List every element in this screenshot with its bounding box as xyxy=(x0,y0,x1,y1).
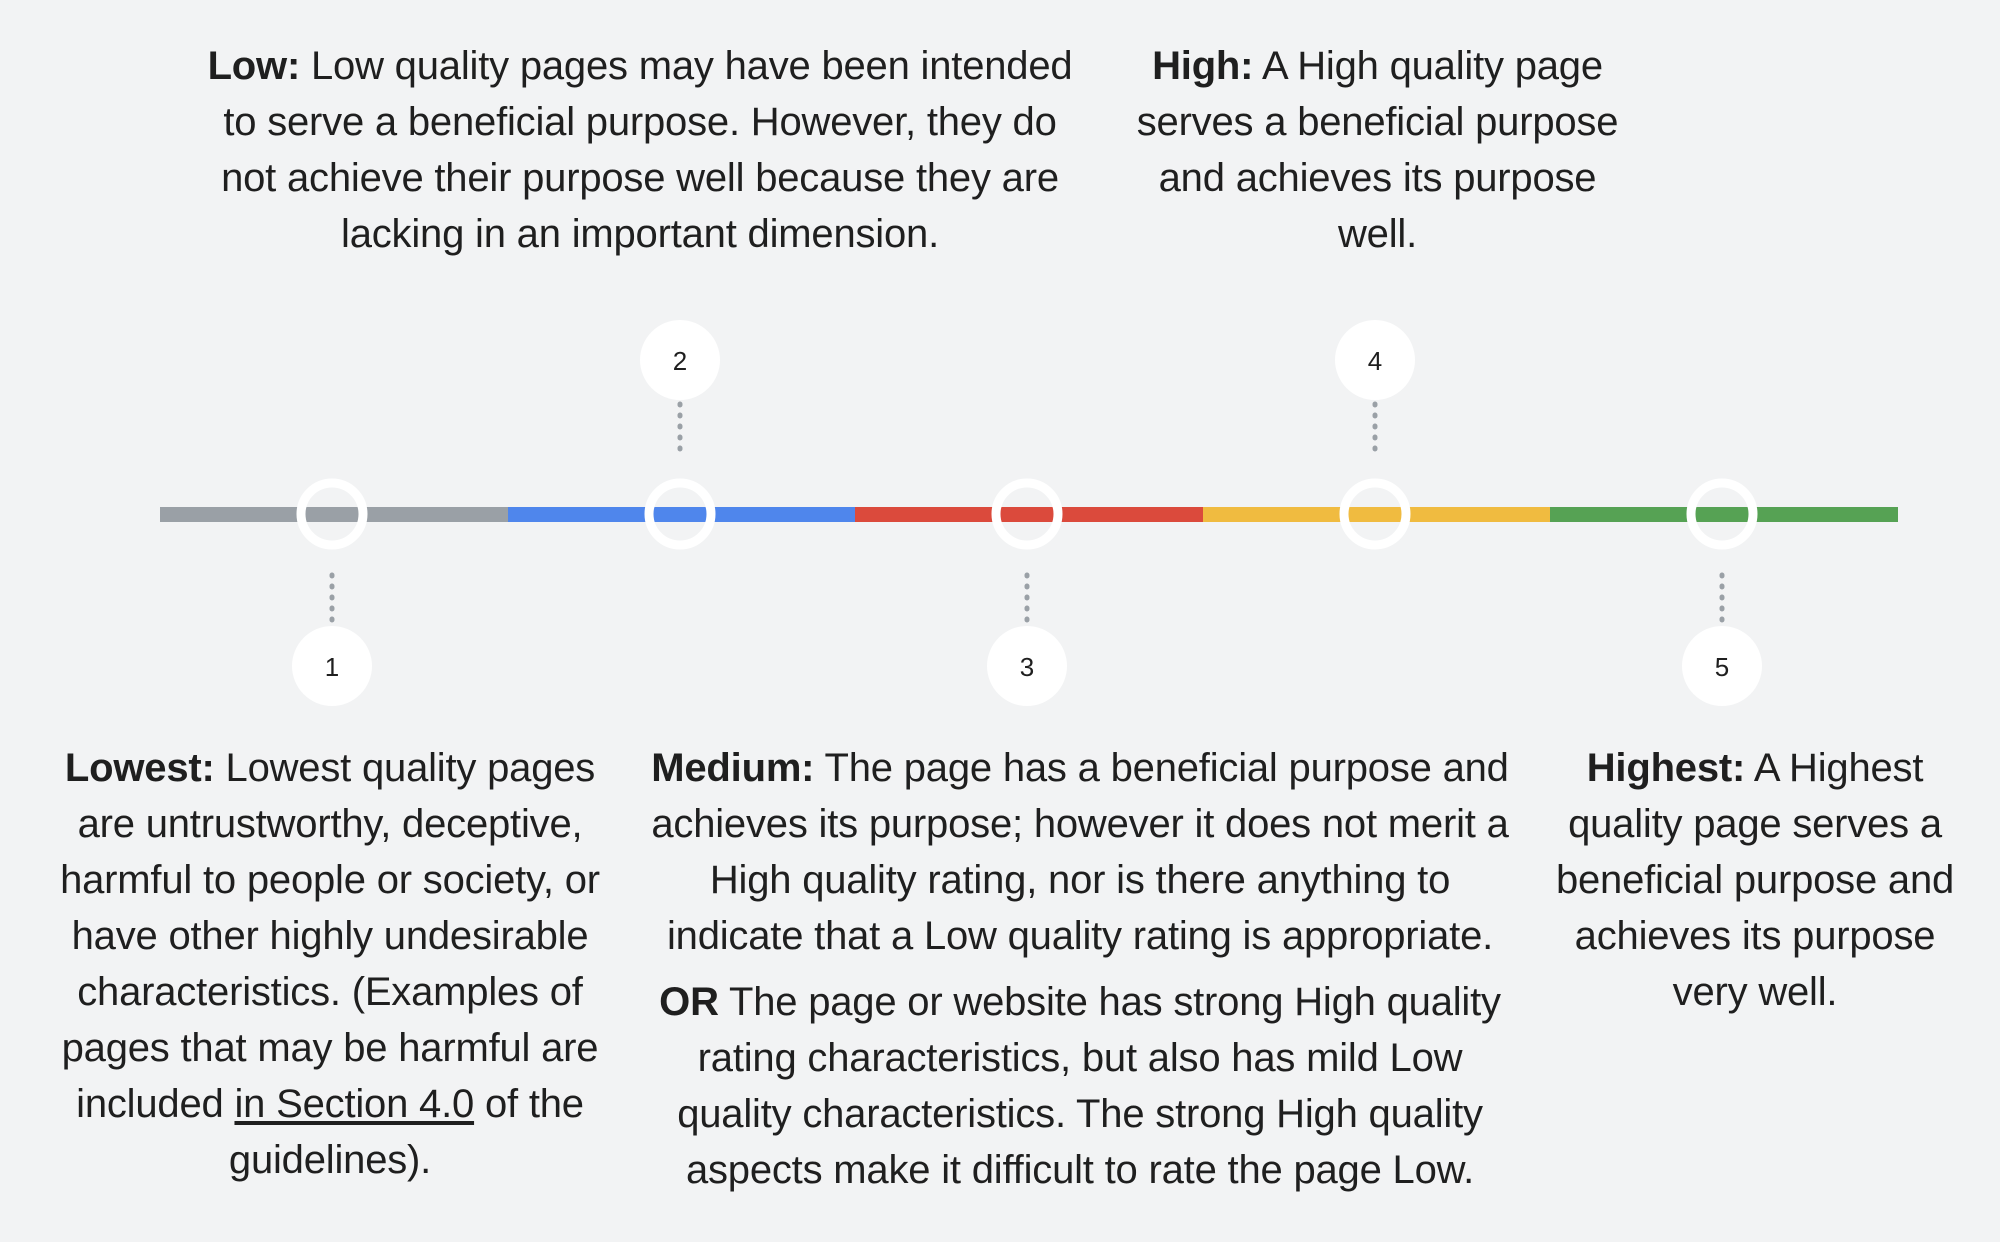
scale-marker-2: 2 xyxy=(640,320,720,550)
marker-number-3: 3 xyxy=(1020,652,1034,682)
marker-ring-4 xyxy=(1339,478,1411,550)
marker-badge-5 xyxy=(1682,626,1762,706)
medium-description: Medium: The page has a beneficial purpos… xyxy=(640,740,1520,1198)
scale-segment-1 xyxy=(160,507,508,522)
highest-title: Highest: xyxy=(1586,746,1746,790)
marker-ring-1 xyxy=(296,478,368,550)
low-text: Low quality pages may have been intended… xyxy=(221,44,1073,256)
scale-line xyxy=(160,507,1898,522)
scale-marker-5: 5 xyxy=(1682,478,1762,706)
marker-badge-2 xyxy=(640,320,720,400)
marker-ring-2 xyxy=(644,478,716,550)
scale-marker-1: 1 xyxy=(292,478,372,706)
highest-description: Highest: A Highest quality page serves a… xyxy=(1555,740,1955,1020)
marker-ring-3 xyxy=(991,478,1063,550)
highest-text: A Highest quality page serves a benefici… xyxy=(1555,746,1955,1014)
marker-number-4: 4 xyxy=(1368,346,1382,376)
medium-text: The page has a beneficial purpose and ac… xyxy=(651,746,1509,958)
low-description: Low: Low quality pages may have been int… xyxy=(200,38,1080,262)
low-title: Low: xyxy=(207,44,301,88)
marker-number-1: 1 xyxy=(325,652,339,682)
medium-title: Medium: xyxy=(651,746,815,790)
scale-segment-3 xyxy=(855,507,1203,522)
marker-badge-1 xyxy=(292,626,372,706)
scale-marker-4: 4 xyxy=(1335,320,1415,550)
lowest-title: Lowest: xyxy=(64,746,215,790)
marker-badge-3 xyxy=(987,626,1067,706)
lowest-text: Lowest quality pages are untrustworthy, … xyxy=(60,746,600,1126)
section-4-link[interactable]: in Section 4.0 xyxy=(234,1082,475,1126)
scale-segment-5 xyxy=(1550,507,1898,522)
marker-badge-4 xyxy=(1335,320,1415,400)
scale-segment-2 xyxy=(508,507,855,522)
scale-marker-3: 3 xyxy=(987,478,1067,706)
high-title: High: xyxy=(1152,44,1254,88)
marker-ring-5 xyxy=(1686,478,1758,550)
scale-segment-4 xyxy=(1203,507,1550,522)
high-text: A High quality page serves a beneficial … xyxy=(1136,44,1619,256)
marker-number-5: 5 xyxy=(1715,652,1729,682)
medium-or-label: OR xyxy=(659,980,719,1024)
high-description: High: A High quality page serves a benef… xyxy=(1130,38,1625,262)
medium-or-text: The page or website has strong High qual… xyxy=(677,980,1501,1192)
lowest-text-after: of the guidelines). xyxy=(228,1082,584,1182)
marker-number-2: 2 xyxy=(673,346,687,376)
lowest-description: Lowest: Lowest quality pages are untrust… xyxy=(40,740,620,1188)
